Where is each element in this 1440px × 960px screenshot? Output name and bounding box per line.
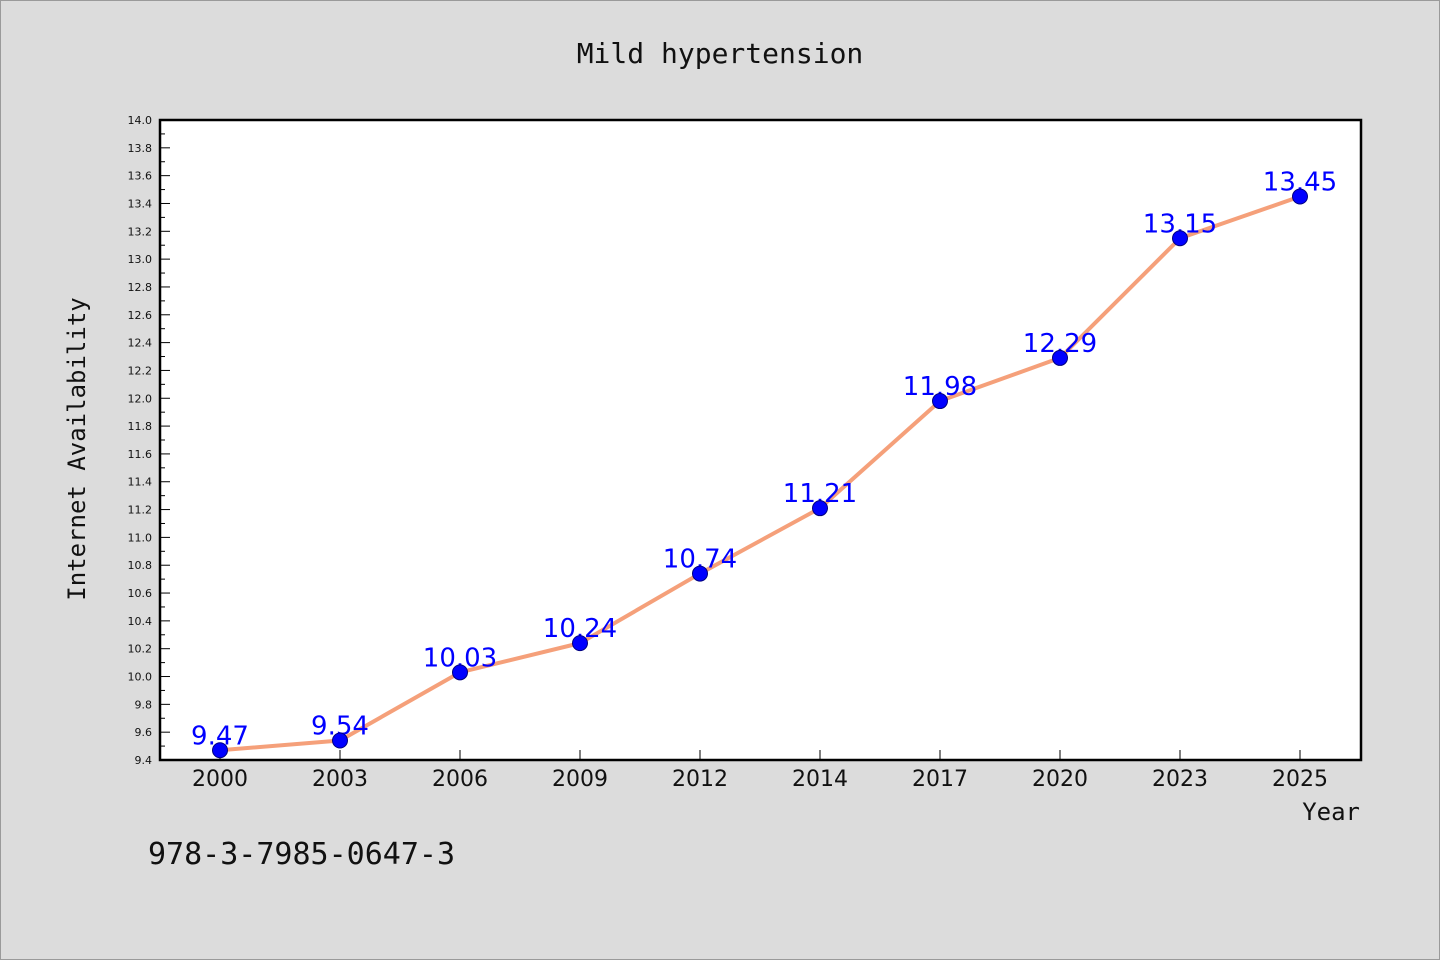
y-axis: 9.4 9.6 9.8 10.0 10.2 10.4 10.6 10.8 11.0 11.2 11.… (128, 114, 170, 767)
isbn-text: 978-3-7985-0647-3 (148, 837, 455, 872)
y-tick-label: 13.4 (128, 197, 153, 210)
x-tick-label: 2006 (432, 767, 488, 792)
x-tick-label: 2014 (792, 767, 848, 792)
x-tick-label: 2000 (192, 767, 248, 792)
x-tick-label: 2025 (1272, 767, 1328, 792)
y-tick-label: 11.6 (128, 448, 153, 461)
y-tick-label: 12.6 (128, 309, 153, 322)
y-tick-label: 11.8 (128, 420, 153, 433)
y-tick-label: 10.6 (128, 587, 153, 600)
y-tick-label: 10.0 (128, 671, 153, 684)
y-tick-label: 14.0 (128, 114, 153, 127)
x-tick-label: 2012 (672, 767, 728, 792)
x-axis: 2000 2003 2006 2009 2012 2014 2017 2020 2023 2025 (192, 750, 1328, 792)
y-tick-label: 10.4 (128, 615, 153, 628)
y-tick-label: 13.2 (128, 225, 153, 238)
data-point (212, 742, 228, 759)
x-tick-label: 2023 (1152, 767, 1208, 792)
series: 9.47 9.5410.0310.2410.7411.2111.9812.2913… (191, 168, 1337, 759)
y-tick-label: 11.4 (128, 476, 153, 489)
y-tick-label: 13.6 (128, 170, 153, 183)
data-point (572, 635, 588, 652)
y-tick-label: 13.8 (128, 142, 153, 155)
data-point (452, 664, 468, 681)
y-tick-label: 10.2 (128, 643, 153, 656)
x-tick-label: 2009 (552, 767, 608, 792)
x-tick-label: 2003 (312, 767, 368, 792)
y-tick-label: 11.0 (128, 531, 153, 544)
y-tick-label: 12.2 (128, 364, 153, 377)
data-point (1292, 188, 1308, 205)
data-point (812, 500, 828, 517)
data-point (692, 565, 708, 582)
y-tick-label: 9.6 (135, 726, 153, 739)
y-tick-label: 12.4 (128, 337, 153, 350)
plot-area (158, 118, 1363, 762)
series-line (218, 194, 1302, 753)
y-tick-label: 9.8 (135, 698, 153, 711)
x-tick-label: 2017 (912, 767, 968, 792)
y-tick-label: 12.8 (128, 281, 153, 294)
y-tick-label: 12.0 (128, 392, 153, 405)
chart-title: Mild hypertension (577, 37, 864, 70)
x-tick-label: 2020 (1032, 767, 1088, 792)
y-tick-label: 9.4 (135, 754, 153, 767)
y-tick-label: 11.2 (128, 504, 153, 517)
data-point (932, 393, 948, 410)
data-point (1172, 230, 1188, 247)
y-tick-label: 10.8 (128, 559, 153, 572)
y-axis-label: Internet Availability (63, 297, 91, 600)
y-tick-label: 13.0 (128, 253, 153, 266)
x-axis-label: Year (1302, 798, 1360, 826)
data-point (332, 732, 348, 749)
data-point (1052, 349, 1068, 366)
